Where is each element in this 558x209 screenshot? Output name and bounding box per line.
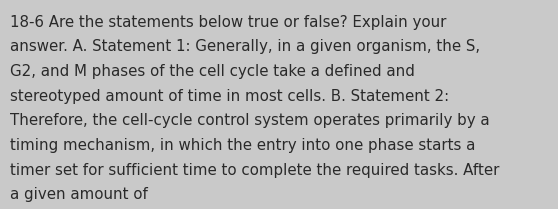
Text: Therefore, the cell-cycle control system operates primarily by a: Therefore, the cell-cycle control system… xyxy=(10,113,490,128)
Text: timer set for sufficient time to complete the required tasks. After: timer set for sufficient time to complet… xyxy=(10,163,499,178)
Text: G2, and M phases of the cell cycle take a defined and: G2, and M phases of the cell cycle take … xyxy=(10,64,415,79)
Text: answer. A. Statement 1: Generally, in a given organism, the S,: answer. A. Statement 1: Generally, in a … xyxy=(10,39,480,54)
Text: stereotyped amount of time in most cells. B. Statement 2:: stereotyped amount of time in most cells… xyxy=(10,89,449,104)
Text: timing mechanism, in which the entry into one phase starts a: timing mechanism, in which the entry int… xyxy=(10,138,475,153)
Text: a given amount of: a given amount of xyxy=(10,187,148,202)
Text: 18-6 Are the statements below true or false? Explain your: 18-6 Are the statements below true or fa… xyxy=(10,15,446,30)
